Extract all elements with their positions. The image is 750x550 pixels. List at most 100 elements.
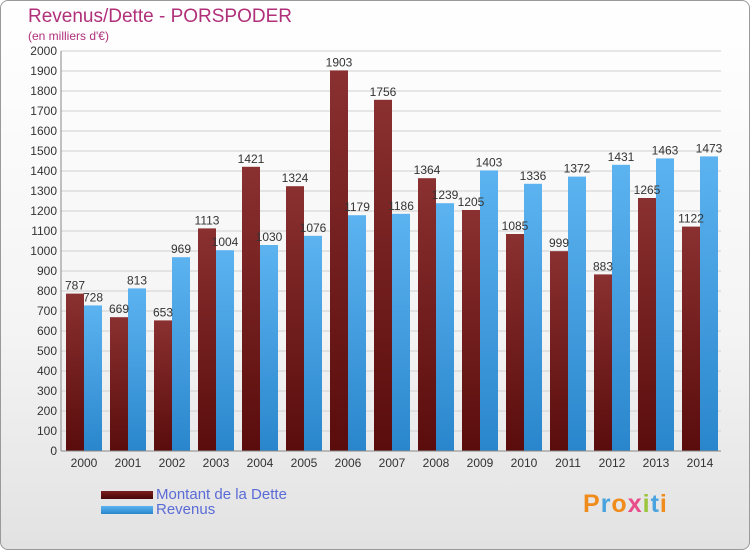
data-label-debt: 1903 bbox=[326, 55, 353, 69]
data-label-revenue: 813 bbox=[127, 273, 147, 287]
x-tick-label: 2008 bbox=[423, 456, 450, 470]
x-tick-label: 2000 bbox=[71, 456, 98, 470]
y-tick-label: 1300 bbox=[30, 184, 57, 198]
data-label-revenue: 1473 bbox=[696, 141, 723, 155]
bar-revenue bbox=[480, 170, 498, 451]
data-label-debt: 1085 bbox=[502, 219, 529, 233]
y-tick-label: 800 bbox=[37, 284, 57, 298]
bar-debt bbox=[638, 198, 656, 451]
x-tick-label: 2014 bbox=[687, 456, 714, 470]
legend-label-revenue: Revenus bbox=[156, 501, 216, 518]
data-label-debt: 1205 bbox=[458, 195, 485, 209]
y-tick-label: 600 bbox=[37, 324, 57, 338]
y-tick-label: 1200 bbox=[30, 204, 57, 218]
data-label-debt: 1421 bbox=[238, 152, 265, 166]
x-tick-label: 2010 bbox=[511, 456, 538, 470]
x-tick-label: 2004 bbox=[247, 456, 274, 470]
x-tick-label: 2007 bbox=[379, 456, 406, 470]
data-label-revenue: 1463 bbox=[652, 143, 679, 157]
logo-letter: i bbox=[642, 490, 651, 518]
bar-revenue bbox=[84, 305, 102, 451]
y-tick-label: 1800 bbox=[30, 84, 57, 98]
y-tick-label: 1500 bbox=[30, 144, 57, 158]
logo-letter: i bbox=[659, 490, 668, 518]
bar-revenue bbox=[656, 158, 674, 451]
y-tick-label: 300 bbox=[37, 384, 57, 398]
y-tick-label: 1700 bbox=[30, 104, 57, 118]
data-label-debt: 1364 bbox=[414, 163, 441, 177]
y-tick-label: 1400 bbox=[30, 164, 57, 178]
data-label-revenue: 1239 bbox=[432, 188, 459, 202]
x-tick-label: 2001 bbox=[115, 456, 142, 470]
y-tick-label: 100 bbox=[37, 424, 57, 438]
bar-debt bbox=[66, 293, 84, 451]
y-tick-label: 900 bbox=[37, 264, 57, 278]
bar-revenue bbox=[216, 250, 234, 451]
bar-debt bbox=[286, 186, 304, 451]
bar-debt bbox=[154, 320, 172, 451]
bar-revenue bbox=[568, 176, 586, 451]
bar-debt bbox=[682, 226, 700, 451]
logo-letter: P bbox=[583, 490, 601, 518]
data-label-revenue: 1431 bbox=[608, 150, 635, 164]
bar-debt bbox=[374, 99, 392, 452]
bar-revenue bbox=[612, 164, 630, 452]
bar-debt bbox=[506, 234, 524, 451]
x-tick-label: 2003 bbox=[203, 456, 230, 470]
data-label-debt: 1324 bbox=[282, 171, 309, 185]
proxiti-logo: Proxiti bbox=[583, 490, 668, 519]
bar-debt bbox=[462, 210, 480, 451]
x-tick-label: 2011 bbox=[555, 456, 581, 470]
data-label-revenue: 1076 bbox=[300, 221, 327, 235]
x-tick-label: 2009 bbox=[467, 456, 494, 470]
data-label-revenue: 1403 bbox=[476, 155, 503, 169]
y-tick-label: 1000 bbox=[30, 244, 57, 258]
bar-revenue bbox=[260, 245, 278, 451]
y-tick-label: 1100 bbox=[31, 224, 57, 238]
x-tick-label: 2012 bbox=[599, 456, 626, 470]
data-label-debt: 1113 bbox=[195, 213, 220, 227]
data-label-revenue: 1179 bbox=[344, 200, 370, 214]
legend-swatch-revenue bbox=[101, 506, 153, 514]
data-label-debt: 1265 bbox=[634, 183, 661, 197]
bar-revenue bbox=[304, 235, 322, 451]
y-tick-label: 700 bbox=[37, 304, 57, 318]
bar-revenue bbox=[392, 213, 410, 451]
logo-letter: t bbox=[650, 490, 660, 518]
data-label-debt: 883 bbox=[593, 259, 613, 273]
legend-label-debt: Montant de la Dette bbox=[156, 486, 287, 503]
bar-debt bbox=[242, 166, 260, 452]
bar-debt bbox=[330, 70, 348, 452]
data-label-revenue: 1186 bbox=[388, 199, 414, 213]
data-label-debt: 669 bbox=[109, 302, 129, 316]
chart-title: Revenus/Dette - PORSPODER bbox=[28, 6, 292, 27]
bar-revenue bbox=[128, 288, 146, 451]
y-tick-label: 2000 bbox=[30, 44, 57, 58]
data-label-debt: 787 bbox=[65, 279, 85, 293]
y-tick-label: 400 bbox=[37, 364, 57, 378]
data-label-revenue: 1372 bbox=[564, 162, 591, 176]
x-tick-label: 2002 bbox=[159, 456, 186, 470]
bar-revenue bbox=[524, 183, 542, 452]
y-tick-label: 0 bbox=[50, 444, 57, 458]
bar-debt bbox=[198, 228, 216, 451]
bar-debt bbox=[110, 317, 128, 451]
data-label-revenue: 1004 bbox=[212, 235, 239, 249]
data-label-debt: 1122 bbox=[678, 212, 704, 226]
y-tick-label: 1600 bbox=[30, 124, 57, 138]
bar-revenue bbox=[348, 215, 366, 451]
data-label-debt: 999 bbox=[549, 236, 569, 250]
x-tick-label: 2013 bbox=[643, 456, 670, 470]
bar-revenue bbox=[172, 257, 190, 451]
y-tick-label: 1900 bbox=[30, 64, 57, 78]
chart-subtitle: (en milliers d'€) bbox=[28, 29, 109, 43]
logo-letter: x bbox=[627, 490, 643, 518]
data-label-revenue: 1030 bbox=[256, 230, 283, 244]
y-tick-label: 500 bbox=[37, 344, 57, 358]
logo-letter: o bbox=[611, 490, 628, 518]
bar-debt bbox=[550, 251, 568, 451]
x-tick-label: 2005 bbox=[291, 456, 318, 470]
data-label-debt: 1756 bbox=[370, 85, 397, 99]
bar-revenue bbox=[436, 203, 454, 451]
